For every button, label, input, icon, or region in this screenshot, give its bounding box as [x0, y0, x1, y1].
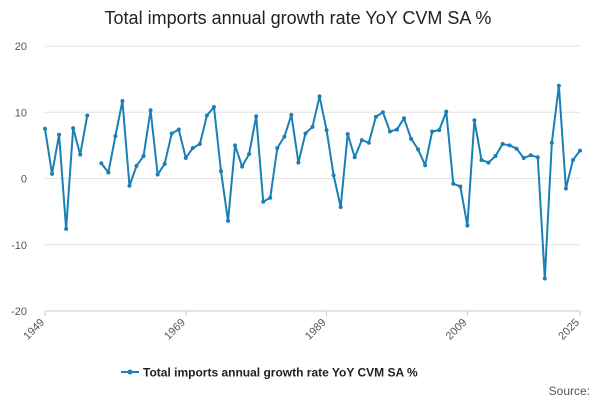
data-point[interactable]	[211, 104, 216, 109]
data-point[interactable]	[197, 142, 202, 147]
data-point[interactable]	[78, 152, 83, 157]
data-point[interactable]	[176, 127, 181, 132]
data-point[interactable]	[148, 108, 153, 113]
x-tick-label: 2025	[556, 317, 582, 343]
y-tick-label: 20	[15, 41, 27, 53]
data-point[interactable]	[331, 173, 336, 178]
data-point[interactable]	[183, 155, 188, 160]
x-tick-label: 1989	[303, 317, 329, 343]
data-point[interactable]	[169, 131, 174, 136]
data-point[interactable]	[535, 155, 540, 160]
data-point[interactable]	[394, 127, 399, 132]
data-point[interactable]	[127, 183, 132, 188]
data-point[interactable]	[345, 132, 350, 137]
data-point[interactable]	[275, 146, 280, 151]
data-point[interactable]	[106, 170, 111, 175]
x-tick-label: 1949	[21, 317, 47, 343]
data-point[interactable]	[409, 136, 414, 141]
data-point[interactable]	[141, 153, 146, 158]
data-point[interactable]	[521, 155, 526, 160]
data-point[interactable]	[50, 171, 55, 176]
y-tick-label: -20	[11, 306, 27, 318]
data-point[interactable]	[528, 153, 533, 158]
data-point[interactable]	[493, 153, 498, 158]
data-point[interactable]	[472, 118, 477, 123]
data-point[interactable]	[387, 129, 392, 134]
data-point[interactable]	[444, 109, 449, 114]
data-point[interactable]	[247, 151, 252, 156]
data-point[interactable]	[261, 199, 266, 204]
data-point[interactable]	[366, 140, 371, 145]
data-point[interactable]	[85, 113, 90, 118]
data-point[interactable]	[416, 147, 421, 152]
data-point[interactable]	[437, 128, 442, 133]
data-point[interactable]	[458, 184, 463, 189]
data-point[interactable]	[570, 157, 575, 162]
data-point[interactable]	[373, 114, 378, 119]
data-point[interactable]	[556, 83, 561, 88]
data-point[interactable]	[71, 126, 76, 131]
data-point[interactable]	[289, 112, 294, 117]
legend-swatch-marker	[127, 369, 133, 375]
data-point[interactable]	[282, 134, 287, 139]
data-point[interactable]	[514, 146, 519, 151]
y-tick-label: -10	[11, 240, 27, 252]
data-point[interactable]	[338, 204, 343, 209]
x-axis: 1949 1969 1989 2009 2025	[21, 310, 582, 343]
data-point[interactable]	[190, 146, 195, 151]
data-point[interactable]	[57, 132, 62, 137]
data-point[interactable]	[423, 163, 428, 168]
data-point[interactable]	[254, 114, 259, 119]
data-point[interactable]	[233, 143, 238, 148]
y-tick-label: 0	[21, 174, 27, 186]
legend-label: Total imports annual growth rate YoY CVM…	[143, 366, 418, 380]
data-point[interactable]	[542, 276, 547, 281]
data-point[interactable]	[218, 169, 223, 174]
data-point[interactable]	[120, 98, 125, 103]
data-point[interactable]	[204, 113, 209, 118]
grid-layer	[45, 45, 580, 312]
data-point[interactable]	[352, 155, 357, 160]
data-point[interactable]	[359, 138, 364, 143]
data-point[interactable]	[486, 160, 491, 165]
chart-title: Total imports annual growth rate YoY CVM…	[105, 8, 492, 28]
series-line	[100, 84, 581, 280]
x-tick-label: 2009	[444, 317, 470, 343]
data-point[interactable]	[240, 164, 245, 169]
data-point[interactable]	[549, 140, 554, 145]
data-point[interactable]	[268, 195, 273, 200]
data-point[interactable]	[479, 157, 484, 162]
data-point[interactable]	[563, 186, 568, 191]
y-tick-label: 10	[15, 107, 27, 119]
series-layer	[43, 83, 582, 281]
data-point[interactable]	[324, 128, 329, 133]
data-point[interactable]	[155, 172, 160, 177]
data-point[interactable]	[113, 134, 118, 139]
data-point[interactable]	[162, 161, 167, 166]
data-point[interactable]	[500, 142, 505, 147]
data-point[interactable]	[402, 116, 407, 121]
data-point[interactable]	[296, 160, 301, 165]
data-point[interactable]	[380, 110, 385, 115]
data-point[interactable]	[507, 143, 512, 148]
data-point[interactable]	[303, 131, 308, 136]
legend[interactable]: Total imports annual growth rate YoY CVM…	[121, 366, 418, 380]
x-tick-label: 1969	[162, 317, 188, 343]
source-label[interactable]: Source:	[549, 384, 590, 398]
data-point[interactable]	[134, 163, 139, 168]
data-point[interactable]	[451, 181, 456, 186]
data-point[interactable]	[578, 148, 582, 153]
data-point[interactable]	[430, 129, 435, 134]
data-point[interactable]	[465, 223, 470, 228]
data-point[interactable]	[310, 124, 315, 129]
data-point[interactable]	[43, 126, 47, 131]
data-point[interactable]	[64, 226, 69, 231]
data-point[interactable]	[99, 161, 104, 166]
y-axis: 20 10 0 -10 -20	[11, 41, 27, 318]
data-point[interactable]	[317, 94, 322, 99]
data-point[interactable]	[226, 218, 231, 223]
